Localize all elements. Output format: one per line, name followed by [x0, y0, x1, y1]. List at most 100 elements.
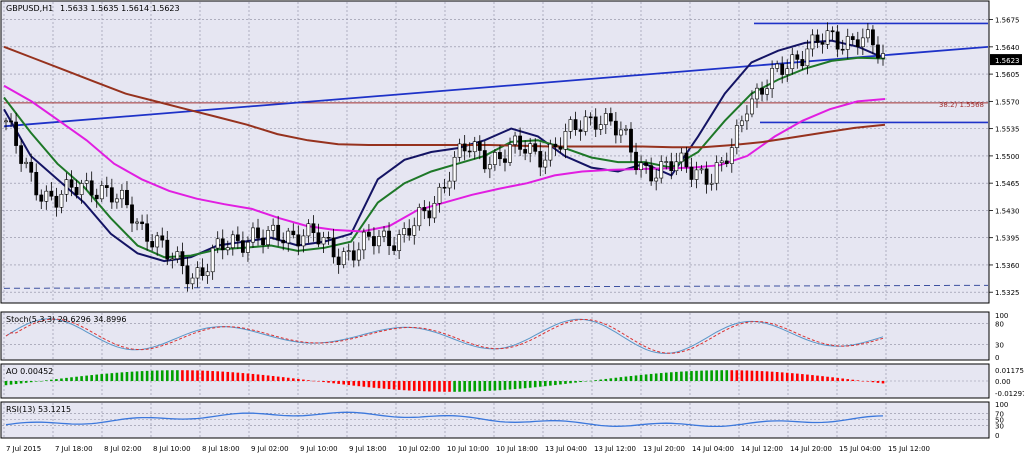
- ao-bar: [186, 370, 189, 381]
- ao-bar: [402, 381, 406, 391]
- ao-bar: [861, 380, 865, 382]
- ao-bar: [866, 381, 870, 382]
- candle-body: [704, 168, 709, 185]
- candle-body: [437, 186, 442, 204]
- ao-bar: [740, 370, 744, 381]
- candle-body: [533, 143, 538, 152]
- ao-bar: [619, 377, 623, 381]
- ma-line-3: [3, 84, 886, 233]
- ao-bar: [533, 381, 537, 388]
- candle-body: [94, 194, 99, 200]
- ao-bar: [221, 371, 225, 381]
- candle-body: [639, 162, 643, 170]
- candle-body: [629, 128, 633, 153]
- candle-body: [684, 152, 689, 168]
- candle-body: [709, 182, 714, 185]
- ao-bar: [372, 381, 376, 388]
- candle-body: [220, 238, 225, 251]
- ao-bar: [705, 370, 708, 381]
- ao-bar: [473, 381, 477, 392]
- time-label: 15 Jul 12:00: [888, 445, 930, 453]
- ao-bar: [367, 381, 371, 388]
- ao-bar: [352, 381, 356, 386]
- ao-bar: [281, 377, 285, 381]
- ao-bar: [649, 373, 653, 381]
- candle-body: [760, 87, 764, 95]
- candle-body: [351, 250, 356, 261]
- ao-bar: [45, 380, 48, 381]
- candle-body: [291, 230, 296, 236]
- ao-bar: [513, 381, 517, 390]
- candle-body: [155, 235, 160, 248]
- ao-bar: [160, 370, 164, 381]
- ao-bar: [806, 374, 809, 381]
- current-price-label: 1.5623: [995, 57, 1020, 65]
- ao-bar: [871, 381, 875, 383]
- candle-body: [44, 190, 49, 202]
- price-plot: [3, 22, 989, 292]
- ao-bar: [528, 381, 532, 388]
- candle-body: [240, 240, 245, 253]
- candle-body: [246, 241, 250, 253]
- ao-bar: [700, 370, 703, 381]
- ao-bar: [478, 381, 482, 392]
- ao-bar: [493, 381, 497, 391]
- price-tick-label: 1.5465: [995, 180, 1020, 188]
- ao-bar: [594, 380, 598, 381]
- ao-bar: [342, 381, 345, 385]
- ao-bar: [675, 371, 678, 381]
- ao-bar: [307, 380, 310, 381]
- candle-body: [654, 177, 659, 182]
- ao-bar: [150, 370, 154, 381]
- candle-body: [588, 116, 593, 119]
- candle-body: [840, 48, 845, 51]
- ao-bar: [821, 376, 824, 381]
- rsi-panel[interactable]: [0, 401, 990, 439]
- ao-bar: [412, 381, 416, 391]
- stoch-main-line: [5, 318, 884, 354]
- rsi-line: [5, 411, 884, 428]
- ao-bar: [216, 371, 219, 381]
- candle-body: [135, 221, 139, 224]
- ao-bar: [483, 381, 487, 392]
- time-label: 10 Jul 02:00: [398, 445, 440, 453]
- candle-body: [84, 180, 89, 184]
- ao-bar: [438, 381, 441, 392]
- candle-body: [4, 120, 8, 123]
- ao-bar: [614, 377, 618, 381]
- stoch-panel[interactable]: [0, 311, 990, 361]
- ao-bar: [488, 381, 492, 391]
- candle-body: [543, 159, 548, 168]
- candle-body: [114, 198, 119, 203]
- ao-bar: [110, 373, 114, 381]
- candle-body: [860, 37, 865, 48]
- candle-body: [750, 98, 754, 115]
- ao-bar: [80, 376, 83, 381]
- candle-body: [699, 168, 704, 171]
- candle-body: [160, 235, 165, 241]
- stoch-tick-label: 0: [995, 354, 999, 362]
- ao-bar: [765, 371, 769, 381]
- price-tick-label: 1.5605: [995, 71, 1020, 79]
- ao-bar: [392, 381, 396, 390]
- candle-body: [225, 247, 230, 251]
- candle-body: [659, 161, 664, 179]
- candle-body: [518, 135, 523, 150]
- ao-bar: [140, 371, 144, 381]
- ao-bar: [135, 371, 139, 381]
- candle-body: [447, 180, 452, 189]
- ao-bar: [100, 374, 104, 381]
- candle-body: [669, 161, 674, 172]
- candle-body: [432, 202, 437, 219]
- ao-tick-label: 0.00: [995, 378, 1011, 386]
- price-tick-label: 1.5535: [995, 126, 1020, 134]
- ao-bar: [468, 381, 472, 392]
- candle-body: [109, 187, 114, 203]
- candle-body: [739, 120, 744, 126]
- candle-body: [503, 158, 507, 163]
- candle-body: [427, 210, 432, 219]
- candle-body: [528, 143, 533, 154]
- candle-body: [855, 39, 860, 48]
- ao-bar: [387, 381, 391, 390]
